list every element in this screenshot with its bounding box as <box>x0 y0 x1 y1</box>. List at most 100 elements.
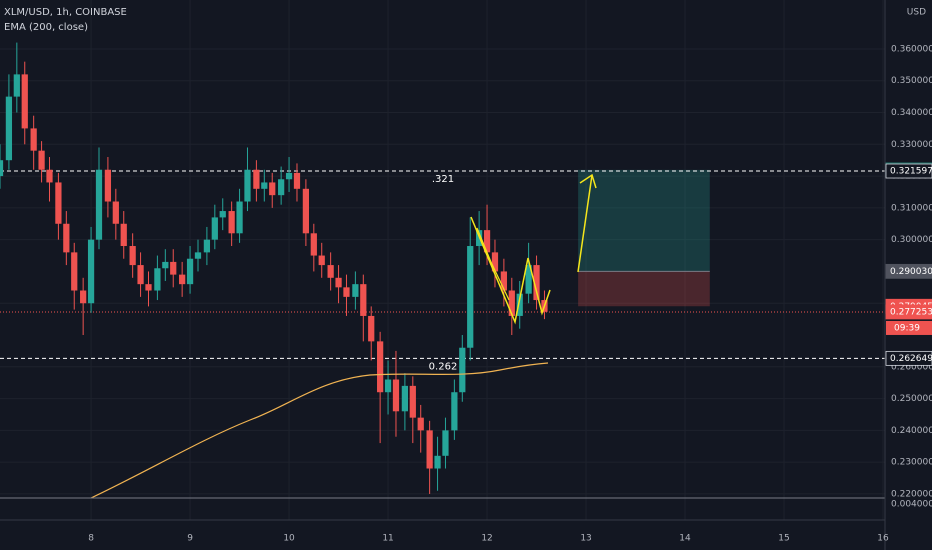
x-tick-label: 9 <box>187 534 193 544</box>
arrow-head <box>579 173 597 189</box>
candle-body <box>5 96 13 161</box>
y-tick-label: 0.250000 <box>891 394 932 404</box>
price-tag <box>885 263 932 279</box>
candle-body <box>516 293 523 316</box>
candle-body <box>154 268 161 291</box>
candle-body <box>186 258 194 285</box>
ema-line <box>90 362 549 499</box>
x-tick-label: 13 <box>580 534 591 544</box>
candle-body <box>253 169 260 189</box>
x-tick-label: 12 <box>481 534 492 544</box>
candle-body <box>343 287 350 297</box>
candle-body <box>129 246 136 266</box>
price-tag <box>885 163 932 179</box>
candle-body <box>145 284 152 291</box>
y-tick-label: 0.360000 <box>891 44 932 54</box>
price-tag-label: 0.321597 <box>890 167 932 177</box>
candle-body <box>335 277 342 288</box>
y-tick-label: 0.350000 <box>891 76 932 86</box>
target-zone <box>578 169 710 272</box>
y-tick-label: 0.340000 <box>891 108 932 118</box>
candle-body <box>30 128 37 151</box>
candle-body <box>483 230 491 253</box>
candle-body <box>533 265 540 301</box>
indicator-label: EMA (200, close) <box>4 22 88 33</box>
candle-body <box>467 246 474 348</box>
candle-body <box>55 182 62 224</box>
candle-body <box>71 252 78 291</box>
candle-body <box>434 455 441 469</box>
candle-body <box>360 284 367 316</box>
x-tick-label: 14 <box>679 534 691 544</box>
candle-body <box>120 223 127 247</box>
candle-body <box>459 347 466 393</box>
candle-body <box>426 430 433 469</box>
y-tick-label: 0.330000 <box>891 140 932 150</box>
candle-body <box>112 201 119 224</box>
candle-body <box>377 341 384 393</box>
price-tag-label: 0.262649 <box>890 354 932 364</box>
y-tick-label: 0.300000 <box>891 235 932 245</box>
drawing-arrow <box>577 174 593 273</box>
candle-body <box>219 211 226 218</box>
candle-body <box>63 223 70 253</box>
y-tick-label: 0.230000 <box>891 458 932 468</box>
candle-body <box>302 188 310 234</box>
candle-body <box>38 150 45 170</box>
price-tag <box>885 304 932 320</box>
candle-body <box>244 169 251 202</box>
candle-body <box>170 261 177 275</box>
candle-body <box>401 385 409 412</box>
candle-body <box>327 265 334 278</box>
candle-body <box>203 239 211 253</box>
candle-body <box>0 160 4 177</box>
candle-body <box>236 201 243 234</box>
candle-body <box>392 379 400 412</box>
x-tick-label: 15 <box>778 534 789 544</box>
candle-body <box>228 211 235 234</box>
candle-body <box>46 169 53 183</box>
candle-body <box>352 284 359 297</box>
time-axis <box>0 520 932 550</box>
candle-body <box>417 417 424 431</box>
price-tag-label: 0.290030 <box>890 267 932 277</box>
y-tick-label: 0.310000 <box>891 203 932 213</box>
candle-body <box>384 379 392 393</box>
y-tick-label: 0.240000 <box>891 426 932 436</box>
candle-body <box>95 169 103 240</box>
candle-body <box>508 290 515 316</box>
candle-body <box>293 172 301 189</box>
candle-body <box>451 392 458 431</box>
candle-body <box>21 74 28 129</box>
candle-body <box>80 290 87 304</box>
drawing-zigzag <box>470 216 551 325</box>
countdown: 09:39 <box>894 323 920 333</box>
countdown-tag <box>886 320 932 335</box>
candle-body <box>269 182 276 196</box>
candle-body <box>261 182 268 189</box>
candle-body <box>368 315 375 342</box>
candle-body <box>87 239 95 304</box>
x-tick-label: 16 <box>877 534 889 544</box>
candle-body <box>285 172 293 180</box>
candle-body <box>137 265 144 285</box>
drawing-line <box>476 227 510 301</box>
x-tick-label: 10 <box>283 534 295 544</box>
candle-body <box>104 169 112 202</box>
x-tick-label: 8 <box>88 534 94 544</box>
candle-body <box>442 430 449 456</box>
candle-body <box>179 274 186 285</box>
candle-body <box>491 252 499 272</box>
candle-body <box>409 385 416 418</box>
volume-axis-label: 0.004000 <box>891 500 932 510</box>
price-tag <box>885 350 932 366</box>
candle-body <box>500 271 507 291</box>
candle-body <box>318 255 325 266</box>
stop-zone <box>578 271 710 307</box>
currency-label: USD <box>907 8 926 18</box>
level-label: 0.262 <box>429 361 458 372</box>
candle-body <box>278 179 285 196</box>
price-tag-label: 0.277253 <box>890 307 932 317</box>
level-label: .321 <box>432 174 454 185</box>
